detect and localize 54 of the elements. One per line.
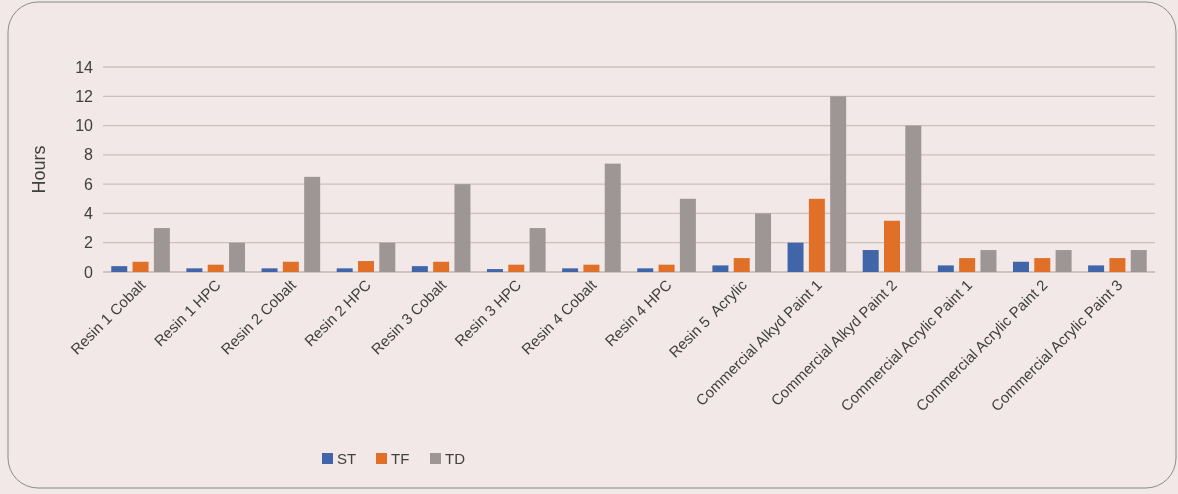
bar bbox=[282, 261, 299, 272]
bar bbox=[562, 268, 579, 272]
bar bbox=[336, 268, 353, 272]
legend-label: ST bbox=[337, 450, 357, 468]
y-tick-label: 8 bbox=[84, 146, 94, 164]
bar bbox=[229, 242, 246, 272]
bar bbox=[862, 250, 879, 272]
legend-label: TF bbox=[391, 450, 410, 468]
legend-label: TD bbox=[445, 450, 466, 468]
bar bbox=[733, 258, 750, 272]
bar bbox=[884, 220, 900, 272]
y-tick-label: 4 bbox=[84, 205, 94, 223]
bar bbox=[433, 261, 450, 272]
bar bbox=[830, 96, 847, 272]
bar bbox=[1034, 258, 1051, 272]
bar bbox=[712, 265, 729, 272]
bar bbox=[153, 228, 170, 272]
bar bbox=[261, 268, 278, 272]
y-tick-label: 10 bbox=[75, 117, 94, 135]
bar bbox=[959, 258, 976, 272]
bar bbox=[207, 264, 224, 272]
bar bbox=[604, 163, 621, 272]
bar bbox=[905, 125, 922, 272]
bar bbox=[1130, 250, 1147, 272]
bar bbox=[529, 228, 546, 272]
y-tick-label: 6 bbox=[84, 175, 94, 193]
bar bbox=[304, 176, 321, 272]
bar bbox=[111, 266, 128, 272]
bar bbox=[411, 266, 428, 272]
bar bbox=[787, 242, 804, 272]
y-tick-label: 14 bbox=[75, 58, 94, 76]
bar bbox=[1055, 250, 1072, 272]
bar bbox=[186, 268, 203, 272]
y-tick-label: 2 bbox=[84, 234, 94, 252]
bar bbox=[658, 264, 675, 272]
y-axis-title: Hours bbox=[29, 145, 49, 194]
y-tick-label: 0 bbox=[84, 263, 94, 281]
bar bbox=[679, 198, 696, 272]
bar bbox=[980, 250, 997, 272]
bar bbox=[637, 268, 654, 272]
bar bbox=[937, 265, 954, 272]
bar bbox=[583, 264, 600, 272]
bar bbox=[358, 261, 374, 272]
bar bbox=[454, 184, 471, 272]
bar bbox=[508, 264, 525, 272]
bar bbox=[379, 242, 396, 272]
y-tick-label: 12 bbox=[75, 87, 94, 105]
bar bbox=[1012, 261, 1029, 272]
bar bbox=[755, 213, 772, 272]
bar bbox=[132, 261, 149, 272]
bar bbox=[808, 198, 825, 272]
bar bbox=[486, 269, 503, 272]
bar bbox=[1109, 258, 1126, 272]
bar bbox=[1088, 265, 1105, 272]
